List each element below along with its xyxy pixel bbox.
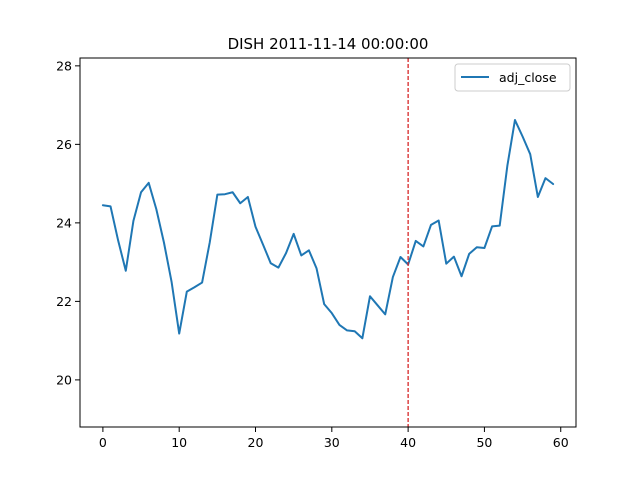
plot-area-frame — [79, 57, 577, 428]
series-line-adj-close — [101, 119, 555, 340]
x-tick-label: 30 — [324, 435, 340, 450]
y-tick-label: 26 — [56, 137, 72, 152]
x-tick-label: 50 — [476, 435, 492, 450]
y-tick-label: 20 — [56, 372, 72, 387]
x-tick-label: 10 — [171, 435, 187, 450]
y-tick-label: 22 — [56, 294, 72, 309]
legend-box — [454, 63, 571, 92]
x-tick-label: 40 — [400, 435, 416, 450]
x-tick-label: 20 — [248, 435, 264, 450]
y-tick-label: 24 — [56, 215, 72, 230]
chart-title: DISH 2011-11-14 00:00:00 — [228, 35, 429, 53]
y-tick-label: 28 — [56, 58, 72, 73]
x-tick-label: 60 — [553, 435, 569, 450]
legend: adj_close — [454, 63, 571, 92]
x-axis: 0 10 20 30 40 50 60 — [99, 427, 569, 450]
x-tick-label: 0 — [99, 435, 107, 450]
legend-label-adj-close: adj_close — [499, 70, 557, 85]
y-axis: 20 22 24 26 28 — [56, 58, 80, 387]
